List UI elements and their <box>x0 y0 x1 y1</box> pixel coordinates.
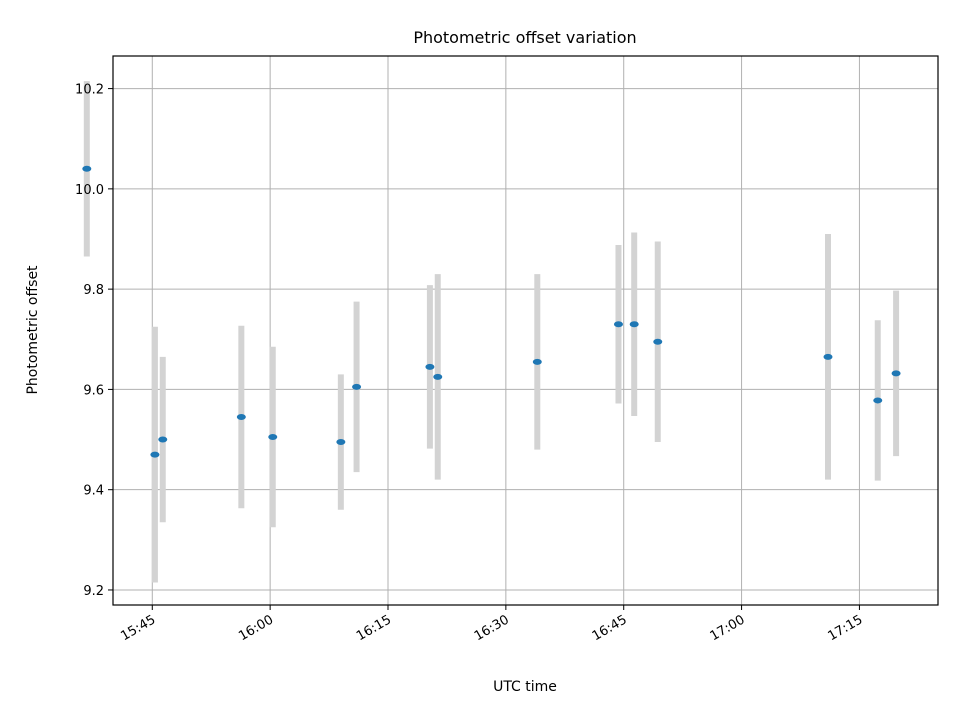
data-point <box>352 383 362 390</box>
y-axis-label: Photometric offset <box>25 265 41 395</box>
y-tick-label: 9.8 <box>83 283 104 298</box>
y-tick-label: 10.2 <box>75 83 104 98</box>
data-points <box>82 165 901 458</box>
data-point <box>425 363 435 370</box>
y-axis: 9.2 9.4 9.6 9.8 10.0 10.2 <box>75 83 113 599</box>
chart-title: Photometric offset variation <box>413 28 636 47</box>
y-tick-label: 9.2 <box>83 584 104 599</box>
data-point <box>82 165 92 172</box>
y-tick-label: 10.0 <box>75 183 104 198</box>
data-point <box>823 353 833 360</box>
data-point <box>268 434 278 441</box>
data-point <box>891 370 901 377</box>
data-point <box>873 397 883 404</box>
data-point <box>150 451 160 458</box>
y-tick-label: 9.6 <box>83 383 104 398</box>
data-point <box>336 439 346 446</box>
x-axis-label: UTC time <box>493 679 557 695</box>
data-point <box>532 358 542 365</box>
data-point <box>236 413 246 420</box>
data-point <box>613 321 623 328</box>
plot-area-frame <box>112 55 939 606</box>
data-point <box>629 321 639 328</box>
y-tick-label: 9.4 <box>83 484 104 499</box>
data-point <box>158 436 168 443</box>
data-point <box>653 338 663 345</box>
gridlines <box>113 56 938 605</box>
data-point <box>433 373 443 380</box>
